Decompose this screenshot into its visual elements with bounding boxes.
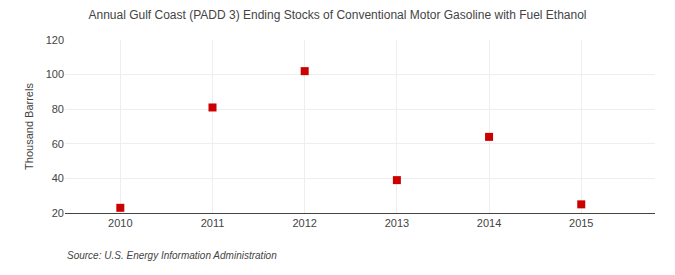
svg-text:100: 100	[46, 68, 64, 80]
svg-text:2012: 2012	[292, 217, 316, 229]
svg-text:20: 20	[52, 207, 64, 219]
svg-text:40: 40	[52, 172, 64, 184]
svg-text:2014: 2014	[477, 217, 501, 229]
svg-text:2015: 2015	[569, 217, 593, 229]
svg-text:120: 120	[46, 34, 64, 46]
svg-text:2010: 2010	[108, 217, 132, 229]
svg-text:Thousand Barrels: Thousand Barrels	[23, 83, 35, 170]
svg-text:Source: U.S. Energy Informatio: Source: U.S. Energy Information Administ…	[67, 250, 277, 261]
svg-text:Annual Gulf Coast (PADD 3) End: Annual Gulf Coast (PADD 3) Ending Stocks…	[88, 8, 586, 22]
svg-text:2011: 2011	[201, 217, 225, 229]
svg-text:80: 80	[52, 103, 64, 115]
svg-text:60: 60	[52, 138, 64, 150]
svg-text:2013: 2013	[385, 217, 409, 229]
